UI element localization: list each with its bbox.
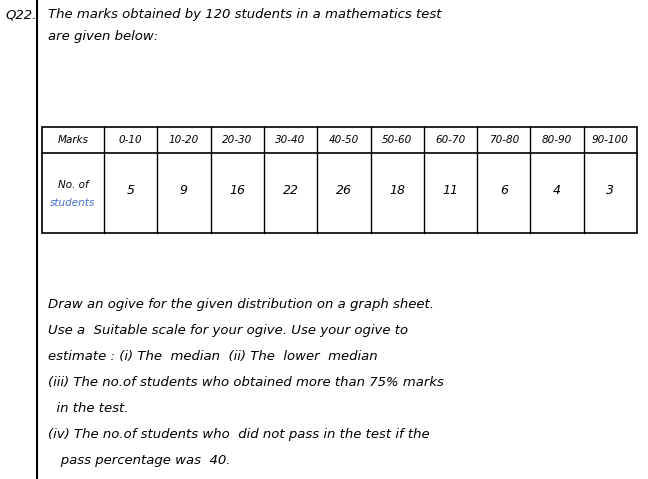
Text: 6: 6 xyxy=(500,183,508,196)
Text: 40-50: 40-50 xyxy=(329,135,359,145)
Text: 60-70: 60-70 xyxy=(435,135,465,145)
Text: (iv) The no.of students who  did not pass in the test if the: (iv) The no.of students who did not pass… xyxy=(48,428,430,441)
Text: 50-60: 50-60 xyxy=(382,135,412,145)
Text: students: students xyxy=(51,198,96,208)
Text: Use a  Suitable scale for your ogive. Use your ogive to: Use a Suitable scale for your ogive. Use… xyxy=(48,324,408,337)
Text: 90-100: 90-100 xyxy=(592,135,629,145)
Text: Marks: Marks xyxy=(58,135,89,145)
Text: 22: 22 xyxy=(283,183,299,196)
Text: 4: 4 xyxy=(553,183,561,196)
Text: 80-90: 80-90 xyxy=(542,135,572,145)
Text: 11: 11 xyxy=(443,183,458,196)
Text: in the test.: in the test. xyxy=(48,402,128,415)
Text: 0-10: 0-10 xyxy=(119,135,143,145)
Text: are given below:: are given below: xyxy=(48,30,158,43)
Text: The marks obtained by 120 students in a mathematics test: The marks obtained by 120 students in a … xyxy=(48,8,441,21)
Text: 70-80: 70-80 xyxy=(489,135,519,145)
Text: 10-20: 10-20 xyxy=(169,135,199,145)
Text: 5: 5 xyxy=(126,183,135,196)
Text: Q22.: Q22. xyxy=(5,8,36,21)
Bar xyxy=(42,127,637,233)
Text: 20-30: 20-30 xyxy=(222,135,252,145)
Text: (iii) The no.of students who obtained more than 75% marks: (iii) The no.of students who obtained mo… xyxy=(48,376,444,389)
Text: 26: 26 xyxy=(336,183,352,196)
Text: 3: 3 xyxy=(607,183,614,196)
Text: 9: 9 xyxy=(180,183,188,196)
Text: 16: 16 xyxy=(229,183,245,196)
Text: Draw an ogive for the given distribution on a graph sheet.: Draw an ogive for the given distribution… xyxy=(48,298,434,311)
Text: 30-40: 30-40 xyxy=(275,135,306,145)
Text: pass percentage was  40.: pass percentage was 40. xyxy=(48,454,231,467)
Text: 18: 18 xyxy=(389,183,405,196)
Text: estimate : (i) The  median  (ii) The  lower  median: estimate : (i) The median (ii) The lower… xyxy=(48,350,378,363)
Text: No. of: No. of xyxy=(58,180,88,190)
